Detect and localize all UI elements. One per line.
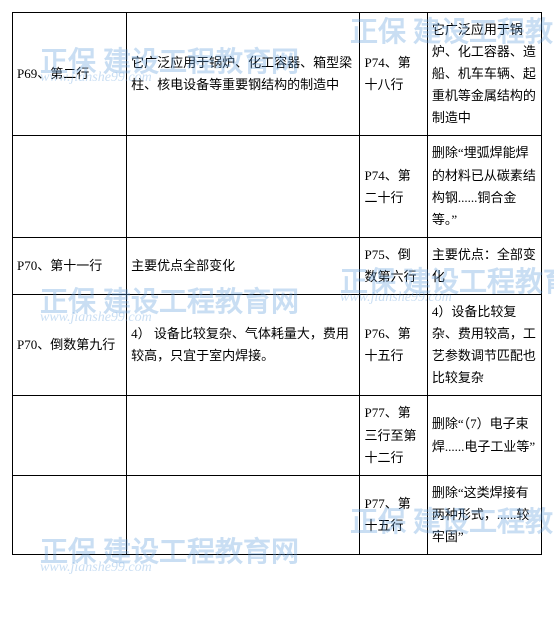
cell-ref-right: P76、第十五行	[360, 295, 427, 396]
cell-ref-right: P75、倒数第六行	[360, 237, 427, 294]
cell-ref-left: P70、第十一行	[13, 237, 127, 294]
cell-ref-right: P74、第十八行	[360, 13, 427, 136]
table-row: P77、第三行至第十二行 删除“（7）电子束焊......电子工业等”	[13, 396, 542, 475]
cell-ref-right: P77、第十五行	[360, 475, 427, 554]
cell-content-right: 主要优点：全部变化	[427, 237, 541, 294]
cell-content-left: 它广泛应用于锅炉、化工容器、箱型梁柱、核电设备等重要钢结构的制造中	[127, 13, 360, 136]
cell-content-left	[127, 475, 360, 554]
cell-content-right: 删除“埋弧焊能焊的材料已从碳素结构钢......铜合金等。”	[427, 136, 541, 237]
cell-content-right: 删除“（7）电子束焊......电子工业等”	[427, 396, 541, 475]
cell-ref-right: P74、第二十行	[360, 136, 427, 237]
cell-content-right: 它广泛应用于锅炉、化工容器、造船、机车车辆、起重机等金属结构的制造中	[427, 13, 541, 136]
table-row: P74、第二十行 删除“埋弧焊能焊的材料已从碳素结构钢......铜合金等。”	[13, 136, 542, 237]
table-row: P77、第十五行 删除“这类焊接有两种形式，......较牢固”	[13, 475, 542, 554]
cell-ref-left	[13, 396, 127, 475]
cell-content-right: 删除“这类焊接有两种形式，......较牢固”	[427, 475, 541, 554]
cell-ref-left: P69、第二行	[13, 13, 127, 136]
table-row: P70、倒数第九行 4） 设备比较复杂、气体耗量大，费用较高，只宜于室内焊接。 …	[13, 295, 542, 396]
cell-content-right: 4）设备比较复杂、费用较高，工艺参数调节匹配也比较复杂	[427, 295, 541, 396]
cell-content-left: 主要优点全部变化	[127, 237, 360, 294]
cell-content-left: 4） 设备比较复杂、气体耗量大，费用较高，只宜于室内焊接。	[127, 295, 360, 396]
cell-ref-left: P70、倒数第九行	[13, 295, 127, 396]
cell-content-left	[127, 396, 360, 475]
cell-ref-left	[13, 136, 127, 237]
cell-content-left	[127, 136, 360, 237]
table-row: P69、第二行 它广泛应用于锅炉、化工容器、箱型梁柱、核电设备等重要钢结构的制造…	[13, 13, 542, 136]
cell-ref-left	[13, 475, 127, 554]
watermark-url: www.jianshe99.com	[40, 560, 152, 576]
comparison-table: P69、第二行 它广泛应用于锅炉、化工容器、箱型梁柱、核电设备等重要钢结构的制造…	[12, 12, 542, 555]
table-body: P69、第二行 它广泛应用于锅炉、化工容器、箱型梁柱、核电设备等重要钢结构的制造…	[13, 13, 542, 555]
cell-ref-right: P77、第三行至第十二行	[360, 396, 427, 475]
table-row: P70、第十一行 主要优点全部变化 P75、倒数第六行 主要优点：全部变化	[13, 237, 542, 294]
